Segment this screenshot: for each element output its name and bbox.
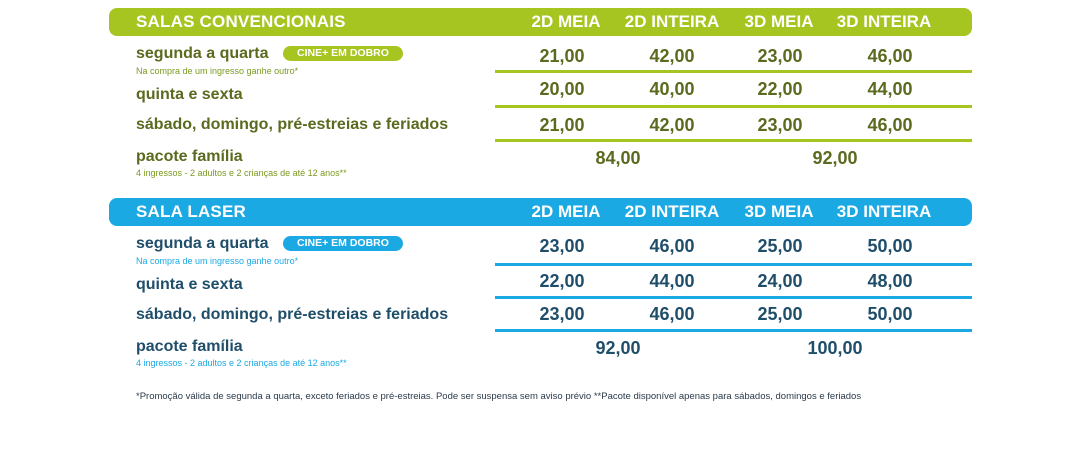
row-note: Na compra de um ingresso ganhe outro*	[136, 256, 299, 266]
price-cell: 46,00	[867, 115, 913, 135]
price-cell: 48,00	[867, 271, 913, 291]
column-header-3d-inteira: 3D INTEIRA	[836, 202, 932, 221]
price-cell: 42,00	[649, 46, 695, 66]
promo-badge: CINE+ EM DOBRO	[283, 236, 403, 251]
row-label-family: pacote família	[136, 338, 243, 355]
family-price-2d: 92,00	[595, 338, 641, 358]
price-cell: 23,00	[757, 46, 803, 66]
family-price-3d: 92,00	[812, 148, 858, 168]
price-cell: 50,00	[867, 304, 913, 324]
column-header-2d-meia: 2D MEIA	[531, 12, 601, 31]
column-header-3d-meia: 3D MEIA	[744, 12, 814, 31]
footnote: *Promoção válida de segunda a quarta, ex…	[136, 391, 862, 402]
row-divider	[495, 263, 972, 266]
column-header-2d-meia: 2D MEIA	[531, 202, 601, 221]
price-cell: 50,00	[867, 236, 913, 256]
row-label-mon-wed: segunda a quarta	[136, 45, 269, 62]
row-label-weekend: sábado, domingo, pré-estreias e feriados	[136, 116, 449, 133]
price-cell: 46,00	[649, 304, 695, 324]
row-divider	[495, 139, 972, 142]
row-note: Na compra de um ingresso ganhe outro*	[136, 66, 299, 76]
section-title: SALAS CONVENCIONAIS	[136, 12, 346, 31]
price-cell: 22,00	[539, 271, 585, 291]
family-note: 4 ingressos - 2 adultos e 2 crianças de …	[136, 358, 347, 368]
price-cell: 46,00	[867, 46, 913, 66]
price-cell: 44,00	[867, 79, 913, 99]
row-label-thu-fri: quinta e sexta	[136, 276, 243, 293]
price-cell: 42,00	[649, 115, 695, 135]
price-cell: 40,00	[649, 79, 695, 99]
price-cell: 24,00	[757, 271, 803, 291]
row-label-family: pacote família	[136, 148, 243, 165]
price-cell: 23,00	[757, 115, 803, 135]
column-header-2d-inteira: 2D INTEIRA	[624, 202, 720, 221]
row-label-mon-wed: segunda a quarta	[136, 235, 269, 252]
price-cell: 22,00	[757, 79, 803, 99]
family-note: 4 ingressos - 2 adultos e 2 crianças de …	[136, 168, 347, 178]
family-price-3d: 100,00	[807, 338, 863, 358]
family-price-2d: 84,00	[595, 148, 641, 168]
row-divider	[495, 105, 972, 108]
price-cell: 23,00	[539, 304, 585, 324]
promo-badge: CINE+ EM DOBRO	[283, 46, 403, 61]
section-header: SALA LASER 2D MEIA 2D INTEIRA 3D MEIA 3D…	[109, 198, 972, 226]
price-cell: 21,00	[539, 46, 585, 66]
column-header-3d-meia: 3D MEIA	[744, 202, 814, 221]
price-cell: 25,00	[757, 236, 803, 256]
section-conventional: SALAS CONVENCIONAIS 2D MEIA 2D INTEIRA 3…	[109, 8, 972, 188]
price-cell: 21,00	[539, 115, 585, 135]
row-divider	[495, 329, 972, 332]
row-label-weekend: sábado, domingo, pré-estreias e feriados	[136, 306, 449, 323]
section-laser: SALA LASER 2D MEIA 2D INTEIRA 3D MEIA 3D…	[109, 198, 972, 378]
row-divider	[495, 70, 972, 73]
price-cell: 20,00	[539, 79, 585, 99]
row-label-thu-fri: quinta e sexta	[136, 86, 243, 103]
section-header: SALAS CONVENCIONAIS 2D MEIA 2D INTEIRA 3…	[109, 8, 972, 36]
column-header-2d-inteira: 2D INTEIRA	[624, 12, 720, 31]
price-cell: 23,00	[539, 236, 585, 256]
price-cell: 44,00	[649, 271, 695, 291]
row-divider	[495, 296, 972, 299]
section-title: SALA LASER	[136, 202, 246, 221]
column-header-3d-inteira: 3D INTEIRA	[836, 12, 932, 31]
price-cell: 46,00	[649, 236, 695, 256]
price-cell: 25,00	[757, 304, 803, 324]
